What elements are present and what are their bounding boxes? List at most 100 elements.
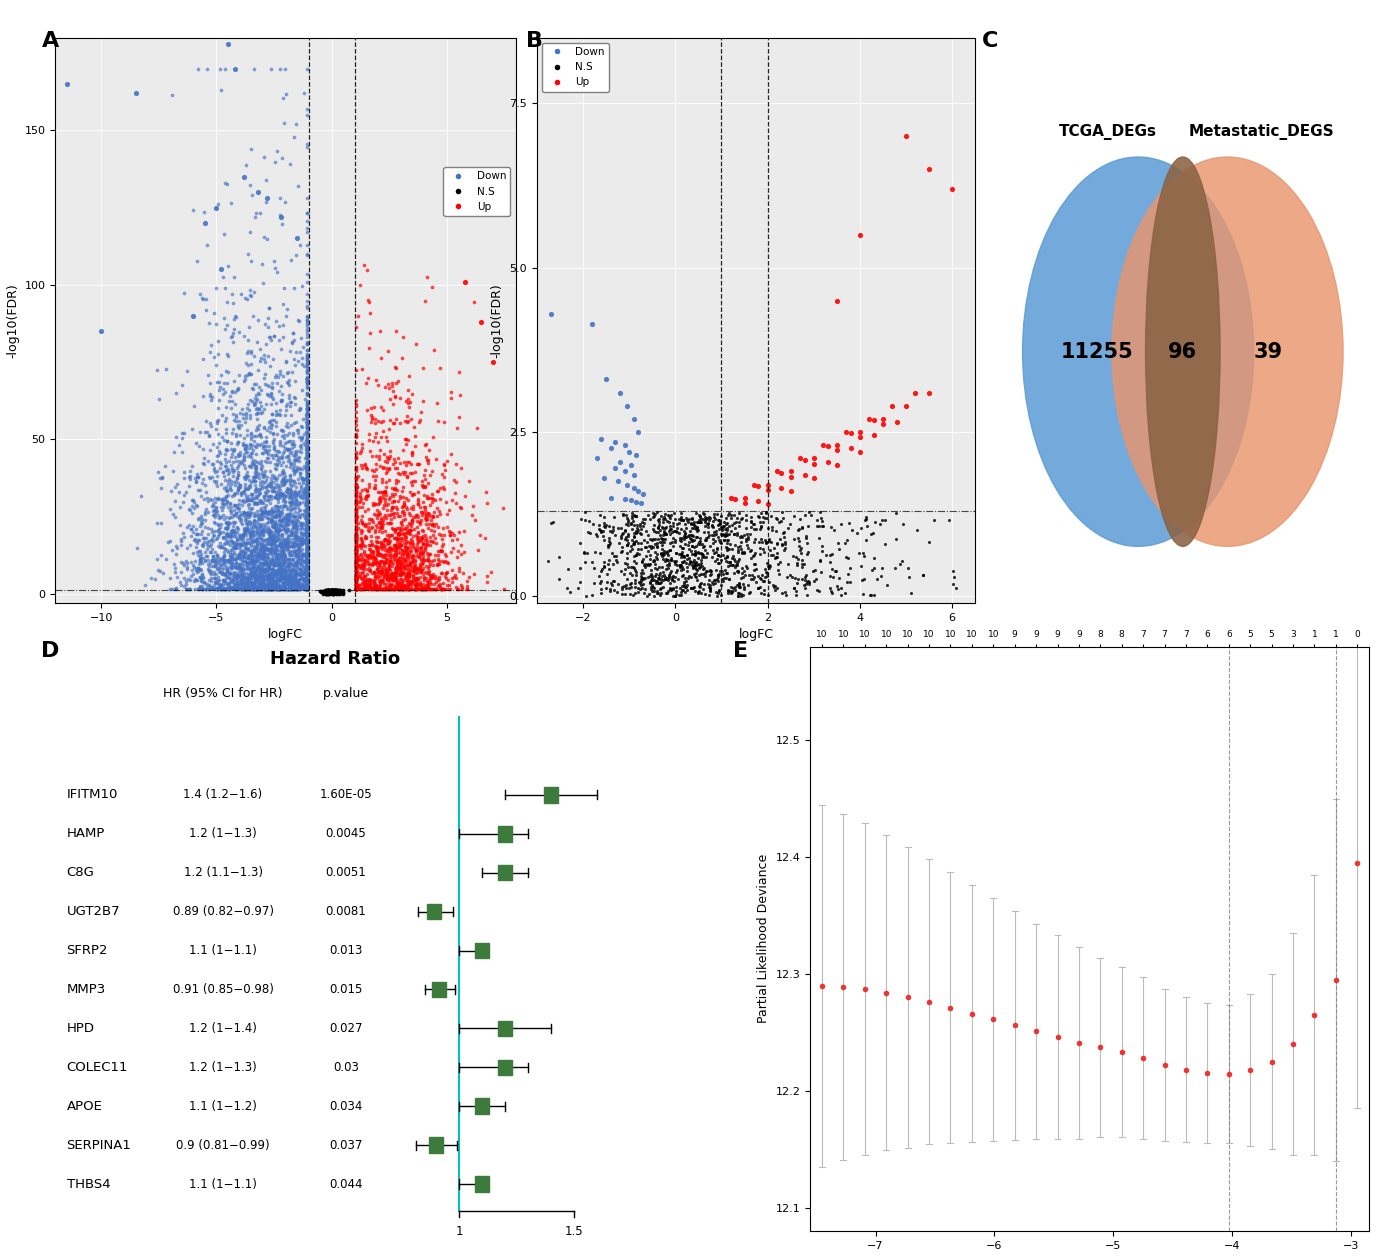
Point [266,501,288,521]
Point [380,554,402,574]
Point [361,563,383,583]
Point [904,383,927,403]
Point [191,565,213,585]
Point [231,450,253,470]
Point [279,521,301,541]
Point [396,430,418,450]
Point [296,502,318,522]
Point [207,574,230,594]
Point [322,582,344,602]
Point [270,515,292,535]
Point [282,549,304,569]
Point [344,565,366,585]
Point [231,548,253,568]
Point [709,517,732,538]
Point [173,283,195,303]
Point [344,560,366,580]
Point [349,563,371,583]
Point [296,539,318,559]
Point [296,574,318,594]
Point [296,456,318,476]
Point [711,520,733,540]
Point [270,389,292,409]
Point [658,553,680,573]
Point [379,525,401,545]
Point [296,568,318,588]
Point [249,570,271,590]
Point [188,480,210,500]
Point [296,452,318,472]
Point [640,570,662,590]
Point [621,511,643,531]
Point [816,452,838,472]
Point [214,539,236,559]
Point [344,534,366,554]
Point [703,570,725,590]
Point [795,564,817,584]
Point [266,549,288,569]
Point [221,441,243,461]
Point [790,543,812,563]
Point [275,551,297,571]
Point [412,477,434,497]
Point [344,579,366,599]
Point [885,504,907,524]
Point [228,490,250,510]
Point [296,529,318,549]
Point [430,540,452,560]
Point [396,539,418,559]
Point [346,561,368,582]
Point [389,465,411,485]
Point [797,570,819,590]
Point [344,505,366,525]
Point [293,470,315,490]
Point [318,580,340,600]
Point [166,566,188,587]
Point [272,485,295,505]
Point [248,516,270,536]
Point [322,579,344,599]
Point [253,501,275,521]
Point [296,575,318,595]
Point [282,570,304,590]
Point [491,497,513,517]
Point [238,479,260,499]
Point [278,555,300,575]
Point [296,579,318,599]
Point [296,538,318,558]
Point [236,514,259,534]
Point [427,569,449,589]
Point [260,59,282,79]
Point [256,540,278,560]
Point [232,482,254,502]
Point [325,583,347,603]
Point [279,466,301,486]
Point [278,443,300,463]
Point [344,425,366,445]
Point [207,391,230,411]
Point [366,579,389,599]
Point [270,565,292,585]
Point [285,515,307,535]
Point [243,505,266,525]
Point [241,568,263,588]
Point [787,549,809,569]
Point [254,314,277,334]
Point [228,525,250,545]
Point [344,500,366,520]
Point [275,519,297,539]
Point [277,535,299,555]
Point [270,546,292,566]
Point [261,579,284,599]
Point [284,553,306,573]
Point [379,411,401,431]
Point [344,546,366,566]
Point [632,512,654,533]
Point [404,575,426,595]
Point [707,587,729,607]
Point [296,551,318,571]
Point [275,471,297,491]
Point [791,516,813,536]
Point [245,479,267,499]
Point [322,583,344,603]
